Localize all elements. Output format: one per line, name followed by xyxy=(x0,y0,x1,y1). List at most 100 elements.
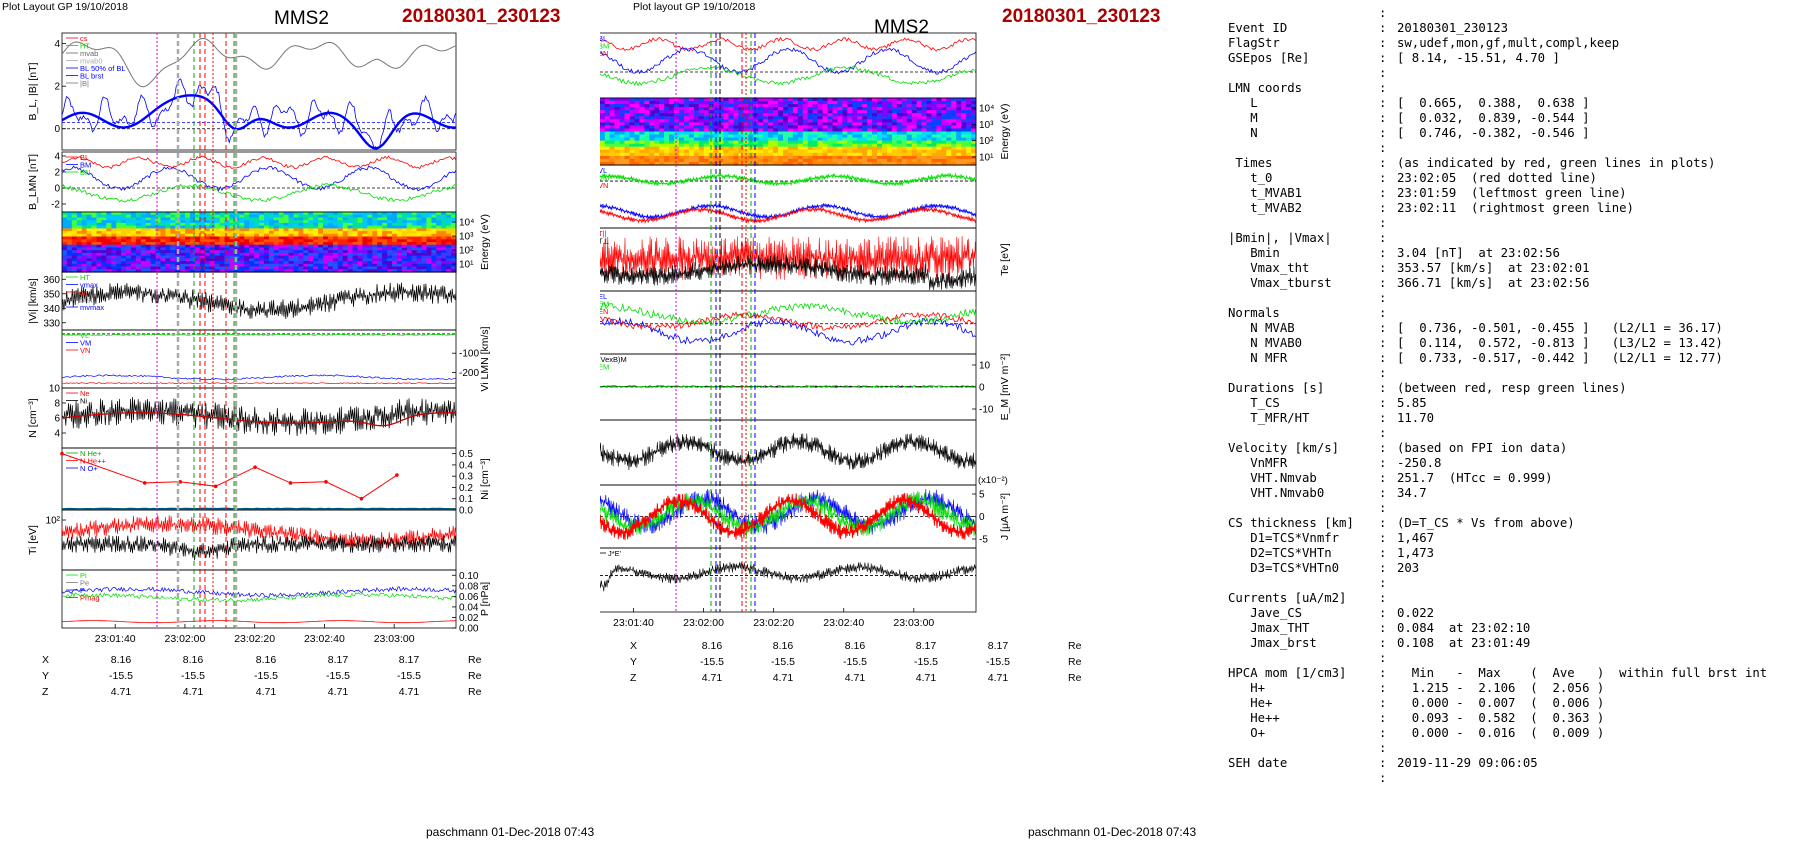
info-key: T_CS xyxy=(1228,396,1280,410)
position-value: -15.5 xyxy=(986,656,1010,668)
series-Pi xyxy=(61,592,457,603)
info-value: (between red, resp green lines) xyxy=(1397,381,1627,395)
position-unit: Re xyxy=(468,654,482,666)
position-unit: Re xyxy=(1068,656,1082,668)
y-tick-label-L1: 0 xyxy=(54,124,60,135)
info-separator: : xyxy=(1379,501,1387,515)
info-separator: : xyxy=(1379,366,1387,380)
info-key: Jmax_THT xyxy=(1228,621,1310,635)
info-line: : xyxy=(1228,141,1802,156)
heatmap-R2 xyxy=(600,98,977,166)
info-key: O+ xyxy=(1228,726,1266,740)
info-separator: : xyxy=(1379,636,1387,650)
legend-label-R9: J*E' xyxy=(608,549,622,558)
position-value: 8.16 xyxy=(845,640,866,652)
data-point-He++ xyxy=(253,465,257,469)
info-key: Bmin xyxy=(1228,246,1280,260)
info-value: 0.000 - 0.016 ( 0.009 ) xyxy=(1397,726,1605,740)
y-tick-label-L7: 0.2 xyxy=(459,483,473,494)
info-line: : xyxy=(1228,651,1802,666)
info-line: |Bmin|, |Vmax|: xyxy=(1228,231,1802,246)
series-BN xyxy=(600,65,977,87)
data-point-He++ xyxy=(178,480,182,484)
info-line: FlagStr: sw,udef,mon,gf,mult,compl,keep xyxy=(1228,36,1802,51)
info-key: VHT.Nmvab0 xyxy=(1228,486,1325,500)
series-JN xyxy=(600,492,977,541)
data-point-He++ xyxy=(288,481,293,485)
info-line: Bmin:3.04 [nT] at 23:02:56 xyxy=(1228,246,1802,261)
position-value: 4.71 xyxy=(702,672,723,684)
info-key: HPCA mom [1/cm3] xyxy=(1228,666,1347,680)
info-separator: : xyxy=(1379,51,1387,65)
info-separator: : xyxy=(1379,201,1387,215)
position-value: 8.17 xyxy=(399,654,420,666)
series-P xyxy=(61,586,457,598)
info-separator: : xyxy=(1379,651,1387,665)
panel-frame-L7 xyxy=(61,447,457,511)
info-separator: : xyxy=(1379,681,1387,695)
series-BL xyxy=(600,36,977,52)
info-separator: : xyxy=(1379,591,1387,605)
y-axis-label-L9: P [nPa] xyxy=(479,582,491,616)
info-line: Jmax_THT:0.084 at 23:02:10 xyxy=(1228,621,1802,636)
position-value: -15.5 xyxy=(109,670,133,682)
info-line: N MFR: [ 0.733, -0.517, -0.442 ] (L2/L1 =… xyxy=(1228,351,1802,366)
info-key: Normals xyxy=(1228,306,1280,320)
y-axis-label-L7: Ni [cm⁻³] xyxy=(479,458,491,500)
info-line: : xyxy=(1228,291,1802,306)
x-tick-label: 23:02:20 xyxy=(753,617,794,629)
y-tick-label-L4: 360 xyxy=(43,275,60,286)
y-tick-label-L4: 340 xyxy=(43,304,60,315)
info-separator: : xyxy=(1379,711,1387,725)
legend-label-L4: mvmax xyxy=(80,303,104,312)
y-tick-label-R2: 10² xyxy=(979,136,994,147)
y-axis-label-L3: Energy (eV) xyxy=(479,214,491,270)
y-axis-label-R4: Te [eV] xyxy=(999,243,1011,276)
info-value: [ 0.736, -0.501, -0.455 ] (L2/L1 = 36.17… xyxy=(1397,321,1723,335)
y-tick-label-R8: 5 xyxy=(979,490,985,501)
info-separator: : xyxy=(1379,516,1387,530)
position-row-label: Z xyxy=(630,672,637,684)
y-tick-label-R8: -5 xyxy=(979,535,988,546)
position-value: 8.17 xyxy=(328,654,349,666)
legend-label-L5: VM xyxy=(80,339,91,348)
info-value: 0.108 at 23:01:49 xyxy=(1397,636,1531,650)
y-tick-label-R6: 0 xyxy=(979,383,985,394)
position-value: -15.5 xyxy=(700,656,724,668)
info-line: Vmax_tburst:366.71 [km/s] at 23:02:56 xyxy=(1228,276,1802,291)
legend-label-L7: N He++ xyxy=(80,457,106,466)
y-tick-label-L2: 0 xyxy=(54,184,60,195)
right-layout-label: Plot layout GP 19/10/2018 xyxy=(633,1,756,13)
left-footer: paschmann 01-Dec-2018 07:43 xyxy=(426,825,595,839)
info-line: GSEpos [Re]: [ 8.14, -15.51, 4.70 ] xyxy=(1228,51,1802,66)
y-tick-label-L9: 0.02 xyxy=(459,613,479,624)
info-separator: : xyxy=(1379,306,1387,320)
info-line: D3=TCS*VHTn0:203 xyxy=(1228,561,1802,576)
right-figure: 420-2B_LMN [nT]BLBMBN10⁴10³10²10¹Energy … xyxy=(600,32,1082,684)
legend-label-L6: Ni xyxy=(80,397,87,406)
info-separator: : xyxy=(1379,261,1387,275)
info-separator: : xyxy=(1379,321,1387,335)
y-tick-label-L9: 0.06 xyxy=(459,592,479,603)
series-|B| xyxy=(61,38,457,88)
info-value: (D=T_CS * Vs from above) xyxy=(1397,516,1575,530)
info-line: SEH date:2019-11-29 09:06:05 xyxy=(1228,756,1802,771)
panel-frame-L4 xyxy=(61,271,457,331)
legend-label-L6: Ne xyxy=(80,389,90,398)
x-tick-label: 23:02:40 xyxy=(823,617,864,629)
info-line: M: [ 0.032, 0.839, -0.544 ] xyxy=(1228,111,1802,126)
info-key: LMN coords xyxy=(1228,81,1303,95)
info-value: Min - Max ( Ave ) within full brst int xyxy=(1397,666,1768,680)
y-tick-label-L2: 4 xyxy=(54,152,60,163)
info-key: N MVAB0 xyxy=(1228,336,1303,350)
position-value: 8.16 xyxy=(111,654,132,666)
legend-label-L9: Pmag xyxy=(80,594,100,603)
position-value: 4.71 xyxy=(328,686,349,698)
x-tick-label: 23:02:00 xyxy=(683,617,724,629)
info-value: [ 8.14, -15.51, 4.70 ] xyxy=(1397,51,1560,65)
info-separator: : xyxy=(1379,336,1387,350)
position-unit: Re xyxy=(1068,672,1082,684)
info-value: 1,473 xyxy=(1397,546,1435,560)
series-BN xyxy=(61,183,456,203)
info-separator: : xyxy=(1379,291,1387,305)
